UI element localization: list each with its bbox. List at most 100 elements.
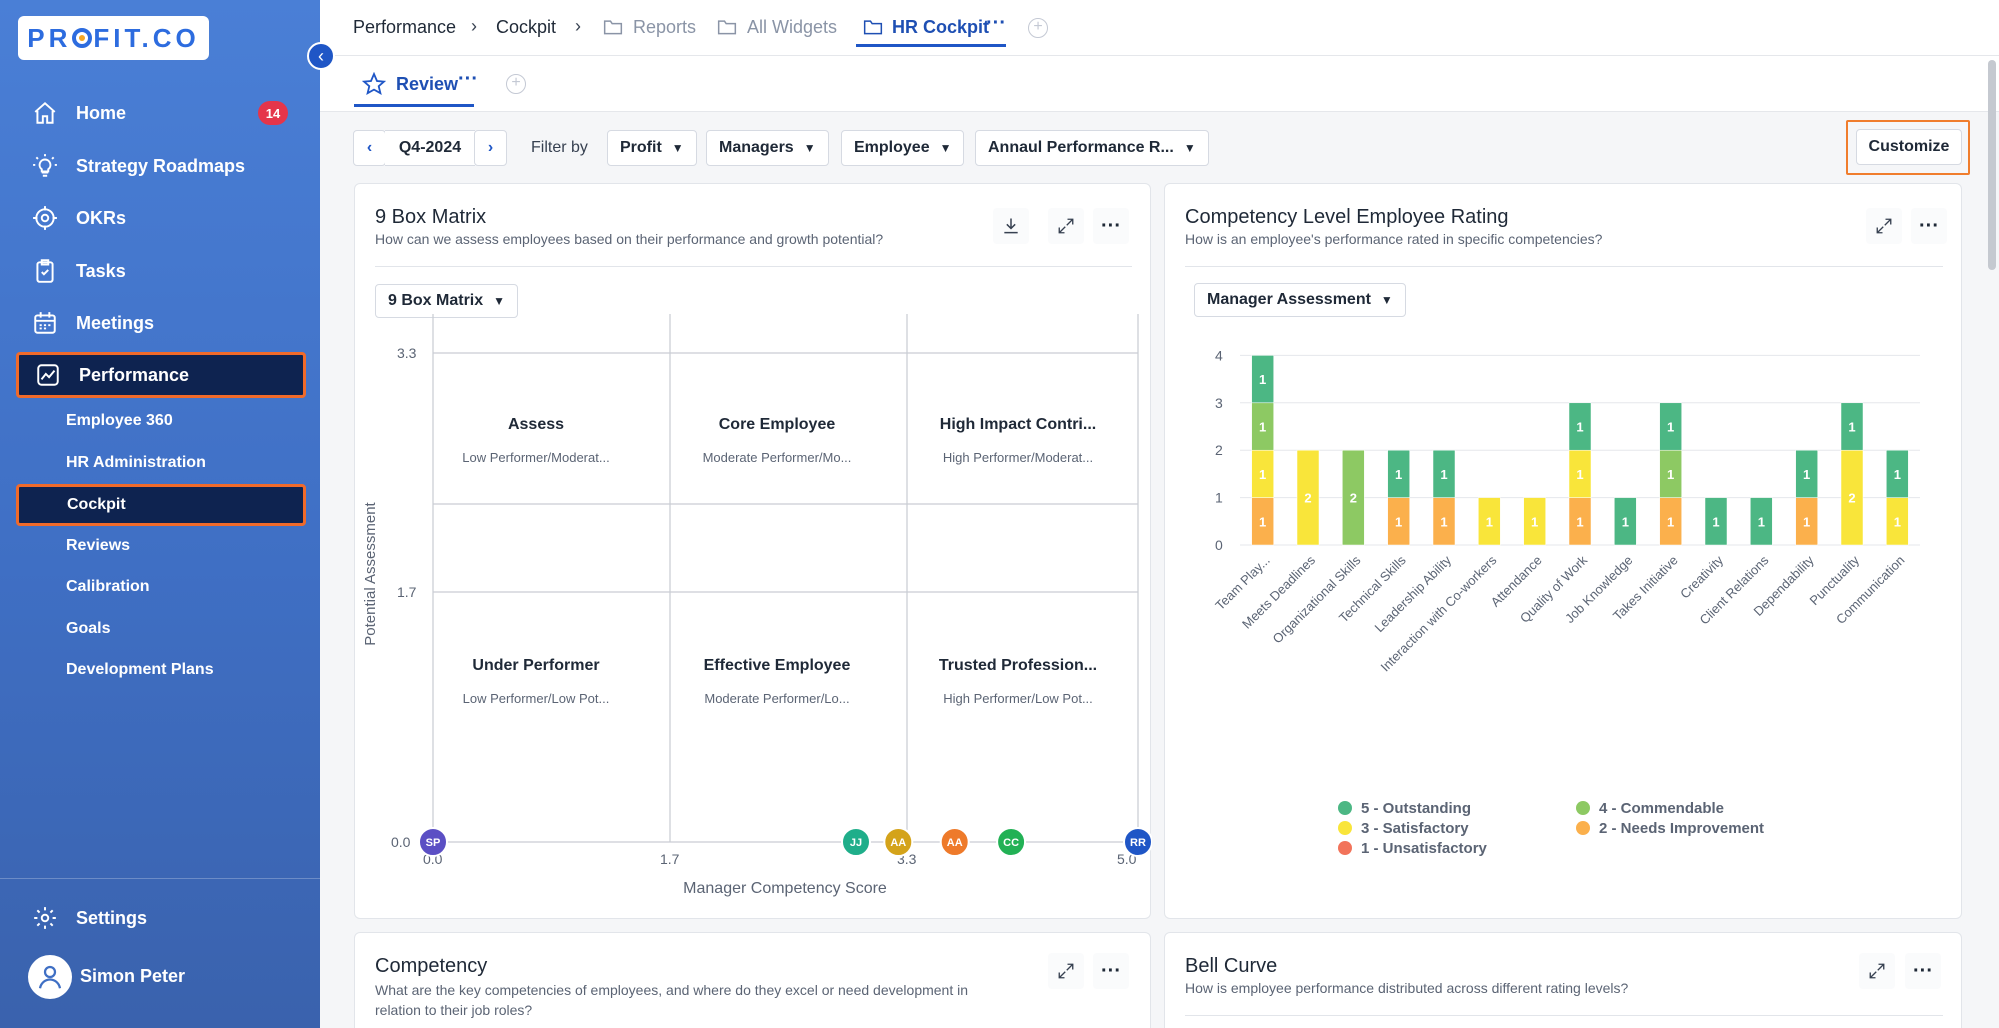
calendar-icon bbox=[30, 308, 60, 338]
legend-item[interactable]: 5 - Outstanding bbox=[1338, 800, 1471, 817]
nine-box-type-dropdown[interactable]: 9 Box Matrix ▼ bbox=[375, 284, 519, 318]
box-subtitle: Moderate Performer/Mo... bbox=[703, 450, 852, 465]
employee-point[interactable]: RR bbox=[1123, 827, 1152, 857]
sidebar-item-home[interactable]: Home 14 bbox=[16, 90, 306, 136]
employee-point[interactable]: JJ bbox=[841, 827, 871, 857]
sidebar-sub-development-plans[interactable]: Development Plans bbox=[66, 661, 214, 678]
chevron-right-icon: › bbox=[575, 16, 581, 36]
page-scrollbar[interactable] bbox=[1988, 60, 1996, 270]
bar-segment[interactable] bbox=[1886, 449, 1909, 498]
breadcrumb-cockpit[interactable]: Cockpit bbox=[496, 17, 557, 37]
employee-point[interactable]: SP bbox=[418, 827, 448, 857]
employee-point[interactable]: AA bbox=[939, 827, 970, 857]
bar-segment[interactable] bbox=[1432, 449, 1456, 498]
user-name: Simon Peter bbox=[80, 966, 186, 986]
more-options-icon[interactable]: ··· bbox=[1905, 953, 1941, 989]
bar-segment[interactable] bbox=[1251, 355, 1274, 404]
expand-icon[interactable] bbox=[1048, 208, 1084, 244]
more-options-icon[interactable]: ··· bbox=[986, 12, 1006, 34]
customize-button[interactable]: Customize bbox=[1856, 129, 1962, 165]
box-title: Under Performer bbox=[472, 657, 599, 674]
review-cycle-filter[interactable]: Annaul Performance R... ▼ bbox=[975, 130, 1209, 166]
folder-icon bbox=[717, 18, 737, 41]
profit-co-logo[interactable]: PR FIT.CO bbox=[18, 16, 209, 60]
sidebar-sub-reviews[interactable]: Reviews bbox=[66, 537, 131, 554]
add-subtab-icon[interactable]: + bbox=[506, 74, 526, 94]
sidebar-item-strategy-roadmaps[interactable]: Strategy Roadmaps bbox=[16, 143, 306, 189]
breadcrumb-all-widgets[interactable]: All Widgets bbox=[747, 17, 838, 37]
employee-avatar-circle[interactable] bbox=[841, 827, 871, 857]
bar-segment[interactable] bbox=[1523, 497, 1546, 546]
employee-initials: CC bbox=[1003, 837, 1019, 849]
expand-icon[interactable] bbox=[1859, 953, 1895, 989]
breadcrumb-performance[interactable]: Performance bbox=[353, 17, 457, 37]
bar-segment[interactable] bbox=[1387, 449, 1410, 498]
legend-item[interactable]: 3 - Satisfactory bbox=[1338, 820, 1469, 837]
more-options-icon[interactable]: ··· bbox=[458, 68, 478, 90]
bar-segment[interactable] bbox=[1568, 402, 1592, 451]
customize-highlight: Customize bbox=[1846, 120, 1970, 175]
tab-review[interactable]: Review bbox=[396, 74, 459, 94]
chevron-right-icon: › bbox=[471, 16, 477, 36]
sidebar-item-performance[interactable]: Performance bbox=[16, 352, 306, 398]
expand-icon[interactable] bbox=[1866, 208, 1902, 244]
managers-filter[interactable]: Managers ▼ bbox=[706, 130, 829, 166]
bell-curve-card: Bell Curve How is employee performance d… bbox=[1164, 932, 1962, 1028]
bar-segment[interactable] bbox=[1704, 497, 1728, 546]
add-tab-icon[interactable]: + bbox=[1028, 18, 1048, 38]
chevron-down-icon: ▼ bbox=[671, 141, 684, 155]
sidebar-sub-hr-administration[interactable]: HR Administration bbox=[66, 454, 206, 471]
previous-period-button[interactable]: ‹ bbox=[353, 130, 386, 166]
period-selector[interactable]: Q4-2024 bbox=[385, 130, 475, 166]
profit-filter[interactable]: Profit ▼ bbox=[607, 130, 697, 166]
bar-segment[interactable] bbox=[1840, 402, 1864, 451]
next-period-button[interactable]: › bbox=[474, 130, 507, 166]
legend-item[interactable]: 4 - Commendable bbox=[1576, 800, 1724, 817]
assessment-type-dropdown[interactable]: Manager Assessment ▼ bbox=[1194, 283, 1406, 317]
bar-data-label: 1 bbox=[1259, 514, 1266, 529]
employee-point[interactable]: AA bbox=[883, 827, 914, 857]
more-options-icon[interactable]: ··· bbox=[1093, 208, 1129, 244]
star-icon bbox=[361, 71, 387, 101]
x-tick-label: Leadership Ability bbox=[1371, 552, 1454, 635]
employee-avatar-circle[interactable] bbox=[996, 827, 1027, 857]
employee-avatar-circle[interactable] bbox=[883, 827, 914, 857]
employee-avatar-circle[interactable] bbox=[1123, 827, 1152, 857]
bar-segment[interactable] bbox=[1795, 449, 1818, 498]
bar-data-label: 1 bbox=[1667, 514, 1674, 529]
breadcrumb-reports[interactable]: Reports bbox=[633, 17, 697, 37]
sidebar-item-settings[interactable]: Settings bbox=[16, 895, 306, 941]
chevron-down-icon: ▼ bbox=[803, 141, 816, 155]
employee-filter[interactable]: Employee ▼ bbox=[841, 130, 965, 166]
bar-segment[interactable] bbox=[1614, 497, 1637, 546]
legend-item[interactable]: 2 - Needs Improvement bbox=[1576, 820, 1764, 837]
more-options-icon[interactable]: ··· bbox=[1911, 208, 1947, 244]
sidebar-sub-calibration[interactable]: Calibration bbox=[66, 578, 150, 595]
bar-data-label: 2 bbox=[1350, 491, 1357, 506]
user-avatar[interactable] bbox=[28, 955, 72, 999]
collapse-sidebar-button[interactable]: ‹ bbox=[307, 42, 335, 70]
sidebar-sub-cockpit[interactable]: Cockpit bbox=[16, 484, 306, 526]
sidebar-sub-goals[interactable]: Goals bbox=[66, 620, 111, 637]
bar-segment[interactable] bbox=[1659, 402, 1682, 451]
download-icon[interactable] bbox=[993, 208, 1029, 244]
expand-icon[interactable] bbox=[1048, 953, 1084, 989]
sidebar-item-tasks[interactable]: Tasks bbox=[16, 248, 306, 294]
legend-label: 1 - Unsatisfactory bbox=[1361, 840, 1488, 857]
bar-segment[interactable] bbox=[1342, 449, 1365, 546]
employee-avatar-circle[interactable] bbox=[418, 827, 448, 857]
sidebar-item-meetings[interactable]: Meetings bbox=[16, 300, 306, 346]
breadcrumb-hr-cockpit[interactable]: HR Cockpit bbox=[892, 17, 990, 37]
bar-segment[interactable] bbox=[1478, 497, 1501, 546]
legend-item[interactable]: 1 - Unsatisfactory bbox=[1338, 840, 1488, 857]
employee-avatar-circle[interactable] bbox=[939, 827, 970, 857]
sidebar-sub-employee-360[interactable]: Employee 360 bbox=[66, 412, 173, 429]
bar-segment[interactable] bbox=[1750, 497, 1773, 546]
competency-subtitle: What are the key competencies of employe… bbox=[375, 982, 969, 1018]
bar-data-label: 1 bbox=[1259, 420, 1266, 435]
bar-segment[interactable] bbox=[1296, 449, 1320, 546]
sidebar-item-okrs[interactable]: OKRs bbox=[16, 195, 306, 241]
more-options-icon[interactable]: ··· bbox=[1093, 953, 1129, 989]
bar-data-label: 2 bbox=[1304, 491, 1311, 506]
employee-point[interactable]: CC bbox=[996, 827, 1027, 857]
